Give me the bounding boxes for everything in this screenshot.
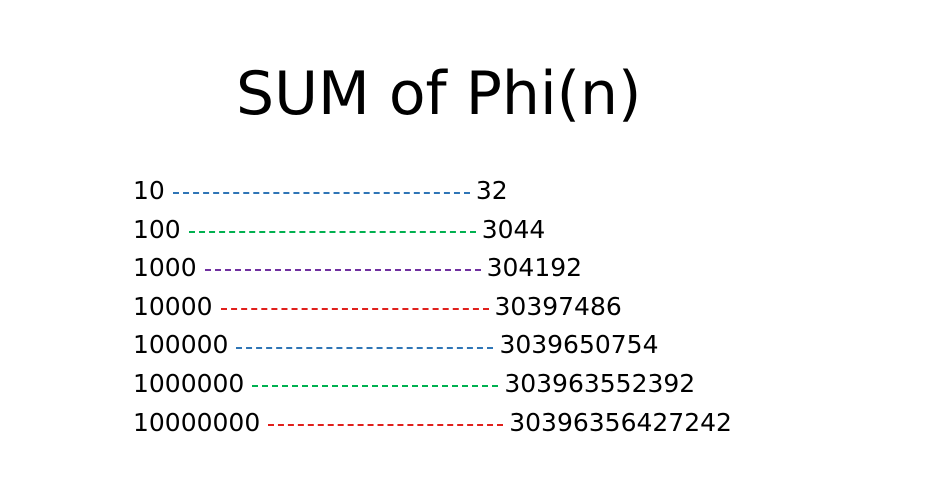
list-item: 100 3044: [133, 211, 732, 250]
sum-value: 30396356427242: [509, 407, 732, 437]
dashed-connector: [268, 423, 504, 426]
list-item: 10 32: [133, 172, 732, 211]
n-value: 1000: [133, 253, 197, 283]
n-value: 1000000: [133, 368, 245, 398]
n-value: 10: [133, 176, 165, 205]
dashed-connector: [236, 346, 494, 349]
dashed-connector: [188, 230, 476, 233]
n-value: 100: [133, 214, 181, 244]
dashed-connector: [204, 269, 481, 272]
sum-value: 304192: [486, 253, 583, 283]
dashed-connector: [172, 192, 470, 195]
page-title: SUM of Phi(n): [236, 59, 642, 129]
list-item: 1000 304192: [133, 249, 732, 288]
sum-value: 3039650754: [499, 330, 659, 360]
dashed-connector: [252, 385, 499, 388]
sum-value: 303963552392: [504, 368, 696, 398]
dashed-connector: [220, 308, 489, 311]
sum-value: 3044: [481, 214, 546, 244]
sum-value: 32: [475, 176, 508, 205]
n-value: 10000: [133, 291, 213, 321]
list-item: 10000000 30396356427242: [133, 404, 732, 443]
list-item: 100000 3039650754: [133, 326, 732, 365]
sum-value: 30397486: [494, 291, 622, 321]
n-value: 100000: [133, 330, 229, 360]
results-list: 10 32 100 3044 1000 304192 10000 3039748…: [133, 172, 732, 442]
list-item: 10000 30397486: [133, 288, 732, 327]
list-item: 1000000 303963552392: [133, 365, 732, 404]
n-value: 10000000: [133, 407, 261, 437]
